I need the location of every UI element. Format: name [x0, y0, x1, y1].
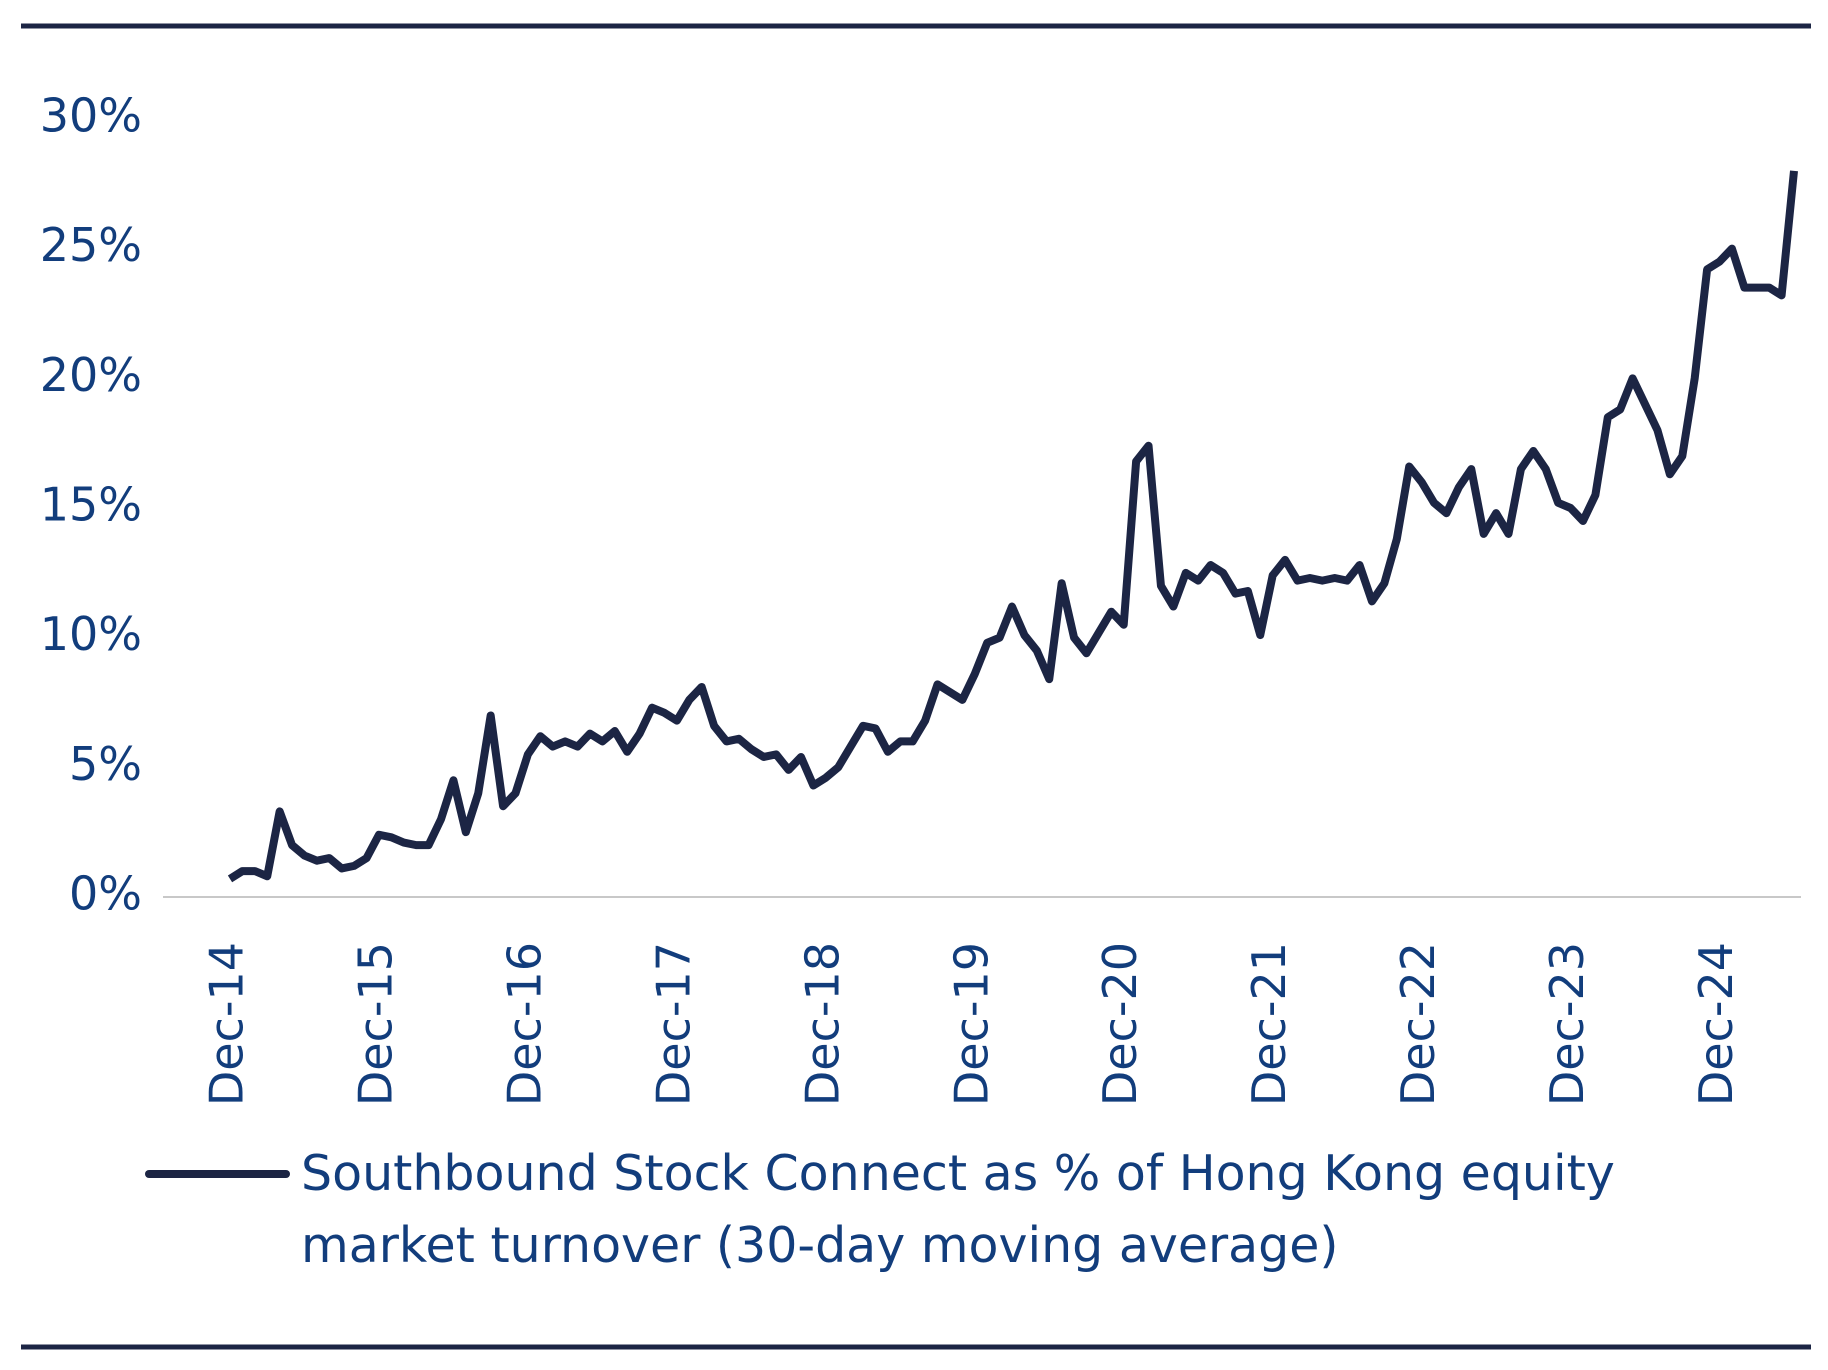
- x-tick-label: Dec-14: [200, 942, 254, 1106]
- x-tick-label: Dec-21: [1242, 942, 1296, 1106]
- x-tick-label: Dec-19: [944, 942, 998, 1106]
- y-tick-label: 25%: [40, 218, 142, 272]
- x-tick-label: Dec-17: [646, 942, 700, 1106]
- x-tick-label: Dec-16: [497, 942, 551, 1106]
- y-tick-label: 10%: [40, 607, 142, 661]
- x-tick-label: Dec-15: [348, 942, 402, 1106]
- x-tick-label: Dec-24: [1689, 942, 1743, 1106]
- y-tick-label: 5%: [69, 737, 142, 791]
- x-tick-label: Dec-23: [1540, 942, 1594, 1106]
- x-tick-label: Dec-22: [1391, 942, 1445, 1106]
- y-tick-label: 0%: [69, 867, 142, 921]
- x-tick-label: Dec-20: [1093, 942, 1147, 1106]
- y-tick-label: 30%: [40, 89, 142, 143]
- data-line: [227, 170, 1798, 883]
- legend-label: Southbound Stock Connect as % of Hong Ko…: [301, 1145, 1615, 1274]
- x-tick-label: Dec-18: [795, 942, 849, 1106]
- y-tick-label: 15%: [40, 478, 142, 532]
- y-tick-label: 20%: [40, 348, 142, 402]
